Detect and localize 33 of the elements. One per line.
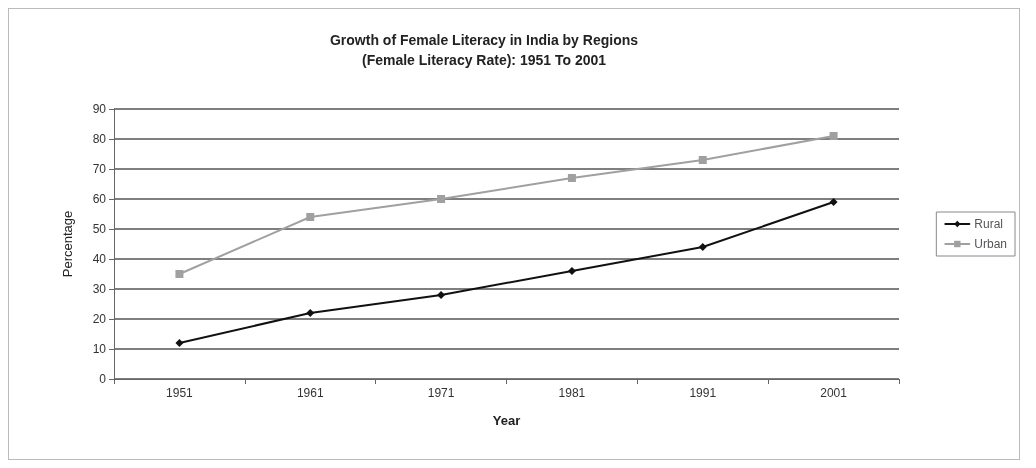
point: [437, 195, 446, 203]
y-tick-label: 40: [92, 252, 107, 266]
point: [567, 267, 576, 275]
point: [829, 198, 838, 206]
y-tick-label: 20: [92, 312, 107, 326]
x-tick-label: 2001: [820, 386, 848, 400]
legend-label: Urban: [974, 237, 1007, 251]
point: [698, 243, 707, 251]
y-tick-label: 70: [92, 162, 107, 176]
x-tick-label: 1991: [689, 386, 717, 400]
x-tick-label: 1961: [296, 386, 324, 400]
y-tick-label: 30: [92, 282, 107, 296]
y-tick-label: 10: [92, 342, 107, 356]
chart-title: Growth of Female Literacy in India by Regions (Female Literacy Rate): 1951 To 2001: [329, 32, 639, 68]
point: [567, 174, 576, 182]
legend-label: Rural: [974, 217, 1003, 231]
point: [306, 213, 315, 221]
point: [306, 309, 315, 317]
y-tick-label: 0: [99, 372, 107, 386]
point: [698, 156, 707, 164]
y-tick-label: 80: [92, 132, 107, 146]
x-tick-label: 1981: [558, 386, 586, 400]
x-axis-title: Year: [492, 413, 521, 428]
y-axis-title: Percentage: [60, 210, 75, 278]
x-tick-label: 1971: [427, 386, 455, 400]
x-tick-label: 1951: [166, 386, 194, 400]
point: [175, 339, 184, 347]
point: [437, 291, 446, 299]
point: [829, 132, 838, 140]
y-tick-label: 90: [92, 102, 107, 116]
y-tick-label: 50: [92, 222, 107, 236]
point: [175, 270, 184, 278]
y-tick-label: 60: [92, 192, 107, 206]
